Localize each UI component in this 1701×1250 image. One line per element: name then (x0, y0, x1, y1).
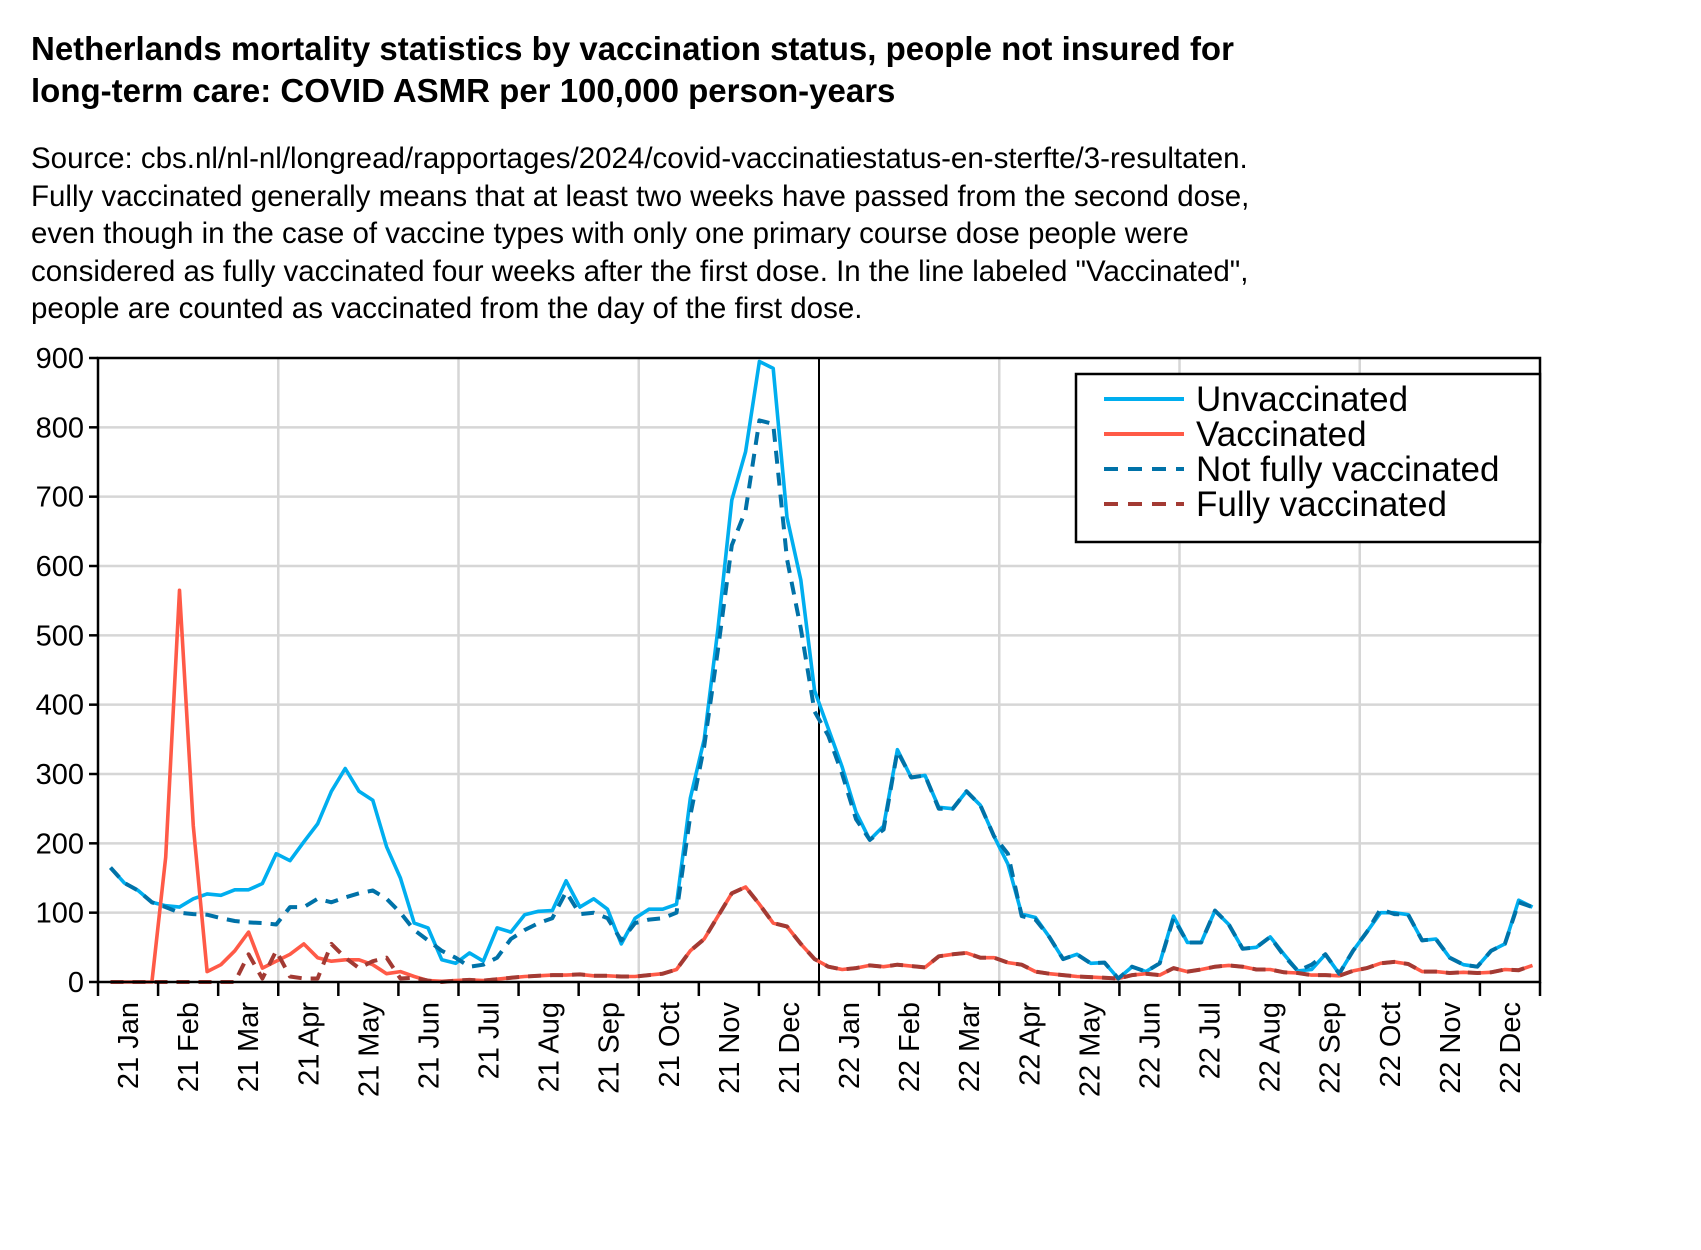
x-tick-label: 21 Jan (113, 1002, 145, 1089)
series-line-not-fully-vaccinated (109, 418, 1534, 981)
x-tick-label: 21 Mar (233, 1002, 265, 1093)
x-tick-label: 21 Oct (654, 1002, 686, 1087)
subtitle-line-2: Fully vaccinated generally means that at… (31, 179, 1250, 213)
x-tick-label: 21 Sep (594, 1002, 626, 1094)
x-tick-label: 22 Aug (1255, 1002, 1287, 1092)
x-tick-label: 22 Apr (1014, 1002, 1046, 1086)
x-tick-label: 22 Jul (1195, 1002, 1227, 1079)
y-tick-label: 200 (36, 828, 84, 860)
y-tick-label: 100 (36, 898, 84, 930)
x-tick-label: 22 Feb (894, 1002, 926, 1092)
legend-box (1074, 372, 1542, 544)
chart-subtitle: Source: cbs.nl/nl-nl/longread/rapportage… (31, 140, 1691, 328)
x-tick-label: 21 May (353, 1002, 385, 1098)
y-tick-label: 300 (36, 759, 84, 791)
x-tick-label: 22 May (1074, 1002, 1106, 1098)
y-tick-label: 0 (68, 967, 84, 999)
x-tick-label: 21 Aug (534, 1002, 566, 1092)
series-group (109, 359, 1534, 984)
x-tick-label: 22 Dec (1495, 1002, 1527, 1094)
y-tick-label: 800 (36, 412, 84, 444)
legend-label: Fully vaccinated (1196, 485, 1447, 524)
x-tick-label: 22 Oct (1375, 1002, 1407, 1087)
chart-title-line-2: long-term care: COVID ASMR per 100,000 p… (31, 72, 896, 109)
series-line-fully-vaccinated (110, 885, 1534, 984)
subtitle-line-5: people are counted as vaccinated from th… (31, 292, 863, 325)
y-tick-label: 600 (36, 551, 84, 583)
x-tick-label: 21 Jun (413, 1002, 445, 1089)
x-tick-label: 22 Jan (834, 1002, 866, 1089)
x-tick-label: 22 Sep (1315, 1002, 1347, 1094)
x-tick-label: 21 Apr (293, 1002, 325, 1086)
chart-title: Netherlands mortality statistics by vacc… (31, 28, 1671, 112)
subtitle-line-3: even though in the case of vaccine types… (31, 217, 1189, 250)
chart-title-line-1: Netherlands mortality statistics by vacc… (31, 30, 1234, 67)
x-tick-label: 21 Dec (774, 1002, 806, 1094)
y-tick-label: 400 (36, 690, 84, 722)
y-tick-label: 700 (36, 482, 84, 514)
axes: 0 100 200 300 400 500 600 700 800 900 21 Jan 21 Feb… (36, 343, 1542, 1098)
x-tick-label: 21 Jul (474, 1002, 506, 1079)
subtitle-line-1: Source: cbs.nl/nl-nl/longread/rapportage… (31, 142, 1248, 175)
y-tick-label: 500 (36, 620, 84, 652)
series-line-vaccinated (110, 588, 1534, 984)
x-tick-label: 22 Nov (1435, 1002, 1467, 1094)
x-tick-label: 22 Jun (1134, 1002, 1166, 1089)
x-tick-label: 21 Nov (714, 1002, 746, 1094)
subtitle-line-4: considered as fully vaccinated four week… (31, 254, 1249, 288)
x-tick-label: 22 Mar (954, 1002, 986, 1093)
legend-label: Not fully vaccinated (1196, 450, 1499, 489)
legend-label: Vaccinated (1196, 415, 1367, 454)
y-tick-label: 900 (36, 343, 84, 375)
legend-label: Unvaccinated (1196, 380, 1408, 419)
x-tick-label: 21 Feb (173, 1002, 205, 1092)
